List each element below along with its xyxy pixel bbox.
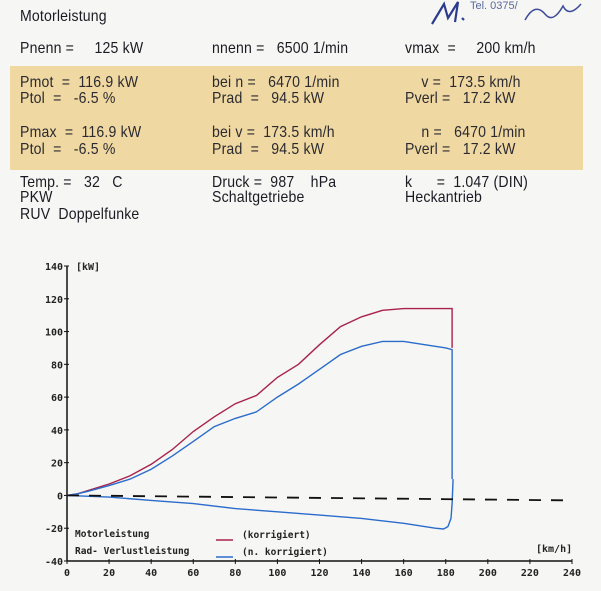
x-tick-label: 100 xyxy=(268,568,286,579)
y-tick-label: 40 xyxy=(51,426,63,437)
ptol-1: Ptol = -6.5 % xyxy=(20,90,116,107)
x-tick-label: 20 xyxy=(103,568,115,579)
y-tick-label: 140 xyxy=(45,262,63,273)
y-tick-label: -20 xyxy=(45,524,63,535)
y-axis-label: [kW] xyxy=(76,262,100,273)
drive: Heckantrieb xyxy=(405,189,483,206)
pmot: Pmot = 116.9 kW xyxy=(20,74,139,91)
x-tick-label: 40 xyxy=(145,568,157,579)
pverl-2: Pverl = 17.2 kW xyxy=(405,141,516,158)
pverl-1: Pverl = 17.2 kW xyxy=(405,90,516,107)
x-tick-label: 240 xyxy=(563,568,581,579)
vmax: vmax = 200 km/h xyxy=(405,40,536,57)
prad-1: Prad = 94.5 kW xyxy=(212,90,325,107)
legend-label-rad: Rad- Verlustleistung xyxy=(75,546,190,557)
y-tick-label: 60 xyxy=(51,393,63,404)
bei-v: bei v = 173.5 km/h xyxy=(212,124,335,141)
series-line-nulllinie xyxy=(66,494,573,502)
temp: Temp. = 32 C xyxy=(20,174,123,191)
pnenn: Pnenn = 125 kW xyxy=(20,40,144,57)
prad-2: Prad = 94.5 kW xyxy=(212,141,325,158)
highlight-box: Pmot = 116.9 kW bei n = 6470 1/min v = 1… xyxy=(10,66,583,170)
x-tick-label: 160 xyxy=(395,568,413,579)
gearbox: Schaltgetriebe xyxy=(212,189,305,206)
page-title: Motorleistung xyxy=(20,8,107,25)
druck: Druck = 987 hPa xyxy=(212,174,337,191)
ignition: RUV Doppelfunke xyxy=(20,206,140,223)
x-tick-label: 80 xyxy=(229,568,241,579)
y-tick-label: 100 xyxy=(45,328,63,339)
series-line-radleistung-n-korrigiert- xyxy=(66,340,453,497)
y-tick-label: -40 xyxy=(45,557,63,568)
x-axis-label: [km/h] xyxy=(536,544,572,555)
x-tick-label: 120 xyxy=(310,568,328,579)
y-tick-label: 0 xyxy=(57,491,63,502)
legend-key-korrigiert: (korrigiert) xyxy=(242,530,311,541)
pmax: Pmax = 116.9 kW xyxy=(20,124,142,141)
y-tick-label: 80 xyxy=(51,360,63,371)
signature-icon xyxy=(431,1,582,25)
x-tick-label: 60 xyxy=(187,568,199,579)
x-tick-label: 180 xyxy=(437,568,455,579)
bei-n: bei n = 6470 1/min xyxy=(212,74,340,91)
ptol-2: Ptol = -6.5 % xyxy=(20,141,116,158)
nnenn: nnenn = 6500 1/min xyxy=(212,40,349,57)
x-tick-label: 140 xyxy=(353,568,371,579)
n: n = 6470 1/min xyxy=(405,124,526,141)
x-tick-label: 0 xyxy=(64,568,70,579)
series-line-verlustleistung xyxy=(66,479,454,530)
legend-label-motor: Motorleistung xyxy=(75,529,150,540)
y-tick-label: 20 xyxy=(51,459,63,470)
v: v = 173.5 km/h xyxy=(405,74,521,91)
y-tick-label: 120 xyxy=(45,295,63,306)
vehicle-type: PKW xyxy=(20,189,53,206)
legend-key-n-korrigiert: (n. korrigiert) xyxy=(242,547,328,558)
phone-stamp: Tel. 0375/ xyxy=(470,0,518,12)
series-line-motorleistung-korrigiert- xyxy=(66,307,453,497)
x-tick-label: 220 xyxy=(521,568,539,579)
k-factor: k = 1.047 (DIN) xyxy=(405,174,529,191)
x-tick-label: 200 xyxy=(479,568,497,579)
